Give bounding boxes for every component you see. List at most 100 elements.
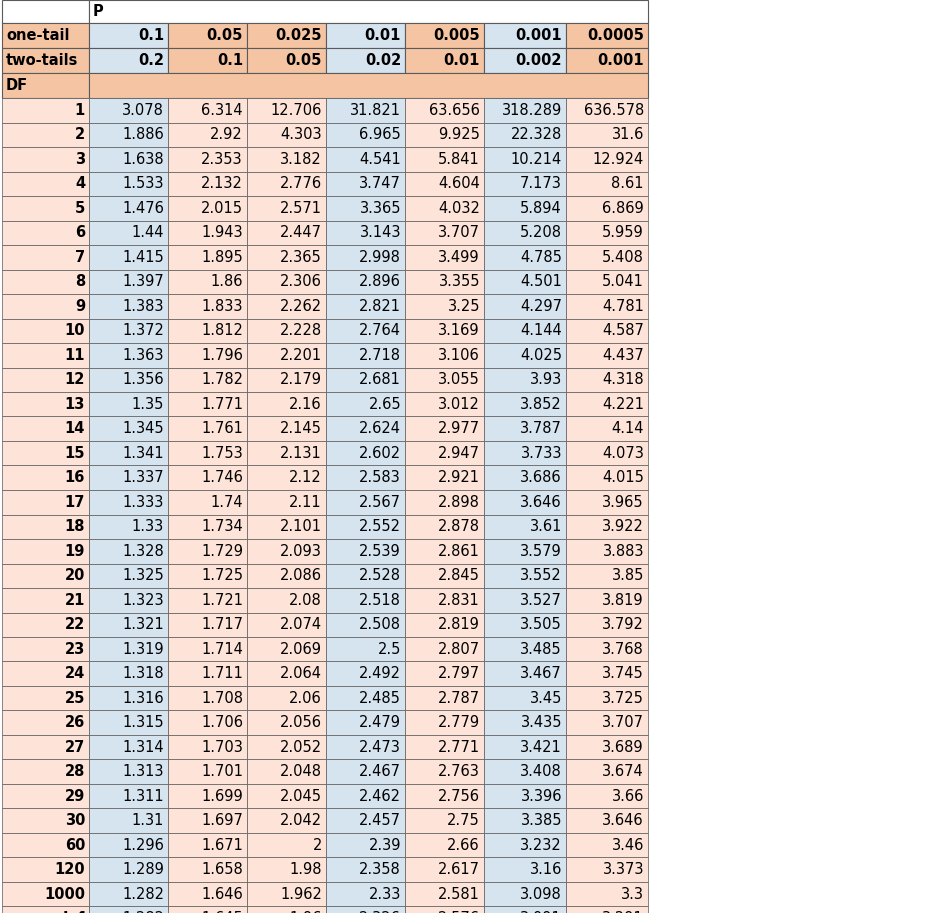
Text: 1.697: 1.697	[201, 813, 243, 828]
Text: 3.3: 3.3	[621, 887, 644, 902]
Bar	[2, 857, 89, 882]
Text: 2.896: 2.896	[359, 274, 401, 289]
Bar	[326, 515, 405, 539]
Bar	[484, 784, 566, 809]
Bar	[247, 490, 326, 515]
Bar	[566, 172, 648, 196]
Text: 1.734: 1.734	[201, 519, 243, 534]
Bar	[405, 294, 484, 319]
Bar	[484, 441, 566, 466]
Text: 3.143: 3.143	[359, 226, 401, 240]
Text: 3.819: 3.819	[603, 593, 644, 608]
Bar	[484, 416, 566, 441]
Bar	[89, 98, 168, 122]
Text: 1.86: 1.86	[211, 274, 243, 289]
Text: 2.779: 2.779	[438, 715, 480, 730]
Bar	[484, 588, 566, 613]
Text: 2.624: 2.624	[359, 421, 401, 436]
Bar	[89, 882, 168, 907]
Text: 1000: 1000	[44, 887, 85, 902]
Bar	[89, 441, 168, 466]
Text: 3.408: 3.408	[520, 764, 562, 780]
Text: 4.303: 4.303	[280, 127, 322, 142]
Text: 1.476: 1.476	[122, 201, 164, 215]
Text: 2.06: 2.06	[290, 691, 322, 706]
Bar	[89, 294, 168, 319]
Text: 2.179: 2.179	[280, 373, 322, 387]
Text: 1.943: 1.943	[201, 226, 243, 240]
Text: DF: DF	[6, 78, 28, 93]
Text: 3.93: 3.93	[530, 373, 562, 387]
Bar	[2, 515, 89, 539]
Bar	[566, 490, 648, 515]
Bar	[247, 809, 326, 833]
Bar	[566, 147, 648, 172]
Text: 2.508: 2.508	[359, 617, 401, 632]
Text: 2.015: 2.015	[201, 201, 243, 215]
Bar	[566, 613, 648, 637]
Bar	[89, 539, 168, 563]
Text: 3.182: 3.182	[280, 152, 322, 167]
Bar	[2, 98, 89, 122]
Bar	[89, 857, 168, 882]
Text: 3.922: 3.922	[603, 519, 644, 534]
Text: 1.96: 1.96	[290, 911, 322, 913]
Bar	[405, 539, 484, 563]
Text: 3.745: 3.745	[603, 666, 644, 681]
Bar	[168, 48, 247, 73]
Text: 2.764: 2.764	[359, 323, 401, 338]
Bar	[168, 907, 247, 913]
Text: 8: 8	[75, 274, 85, 289]
Bar	[484, 98, 566, 122]
Text: 2.467: 2.467	[359, 764, 401, 780]
Bar	[566, 784, 648, 809]
Text: 3.66: 3.66	[612, 789, 644, 803]
Bar	[89, 710, 168, 735]
Bar	[89, 221, 168, 245]
Bar	[484, 48, 566, 73]
Text: 5: 5	[75, 201, 85, 215]
Text: 3.733: 3.733	[521, 446, 562, 461]
Text: 4.144: 4.144	[520, 323, 562, 338]
Text: 2.306: 2.306	[280, 274, 322, 289]
Text: 1.282: 1.282	[122, 911, 164, 913]
Bar	[2, 637, 89, 662]
Text: 5.894: 5.894	[520, 201, 562, 215]
Text: 22.328: 22.328	[510, 127, 562, 142]
Bar	[566, 662, 648, 686]
Bar	[247, 319, 326, 343]
Text: 21: 21	[65, 593, 85, 608]
Bar	[566, 907, 648, 913]
Bar	[405, 441, 484, 466]
Text: 26: 26	[65, 715, 85, 730]
Bar	[566, 368, 648, 392]
Text: 3.505: 3.505	[520, 617, 562, 632]
Text: 1.318: 1.318	[122, 666, 164, 681]
Text: 2: 2	[313, 838, 322, 853]
Bar	[484, 269, 566, 294]
Bar	[2, 269, 89, 294]
Bar	[405, 343, 484, 368]
Bar	[168, 196, 247, 221]
Text: 1.729: 1.729	[201, 544, 243, 559]
Text: 2.845: 2.845	[438, 568, 480, 583]
Text: 6.869: 6.869	[603, 201, 644, 215]
Bar	[484, 147, 566, 172]
Bar	[326, 710, 405, 735]
Bar	[89, 416, 168, 441]
Bar	[326, 907, 405, 913]
Text: 5.408: 5.408	[603, 250, 644, 265]
Bar	[566, 686, 648, 710]
Bar	[89, 392, 168, 416]
Text: 1.74: 1.74	[211, 495, 243, 509]
Bar	[566, 122, 648, 147]
Text: 4.221: 4.221	[602, 397, 644, 412]
Text: 2.977: 2.977	[438, 421, 480, 436]
Text: 2.821: 2.821	[359, 299, 401, 314]
Bar	[2, 466, 89, 490]
Text: 1.337: 1.337	[122, 470, 164, 485]
Bar	[2, 490, 89, 515]
Bar	[484, 809, 566, 833]
Text: 1.328: 1.328	[122, 544, 164, 559]
Bar	[89, 784, 168, 809]
